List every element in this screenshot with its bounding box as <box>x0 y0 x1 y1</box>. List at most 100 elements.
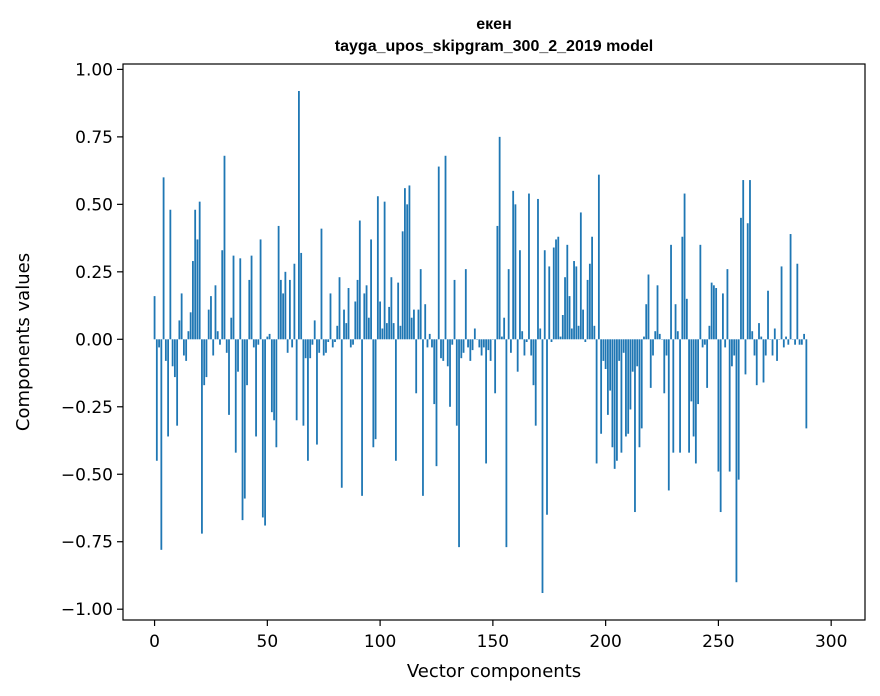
bar <box>500 336 503 340</box>
bar <box>442 339 445 361</box>
bar <box>207 309 210 340</box>
bar <box>717 339 720 472</box>
bar <box>685 298 688 340</box>
bar <box>539 328 542 340</box>
bar <box>647 274 650 340</box>
bar <box>428 333 431 340</box>
bar <box>153 296 156 340</box>
bar <box>602 339 605 361</box>
bar <box>214 285 217 340</box>
bar <box>471 339 474 351</box>
bar <box>523 339 526 356</box>
bar <box>241 339 244 521</box>
bar <box>706 339 709 388</box>
bar <box>566 244 569 340</box>
bar <box>645 304 648 340</box>
bar <box>340 339 343 488</box>
bar <box>167 339 169 437</box>
bar <box>552 247 555 340</box>
bar <box>537 198 539 340</box>
bar <box>464 269 467 340</box>
bar <box>803 333 805 340</box>
bar <box>325 339 327 353</box>
y-tick-label: −0.25 <box>61 398 113 418</box>
bar <box>776 339 778 361</box>
bar <box>243 339 246 499</box>
bar <box>361 339 363 496</box>
bar <box>586 279 589 340</box>
bar <box>288 279 291 340</box>
y-axis-ticks: 1.00 0.75 0.50 0.25 0.00 −0.25 −0.50 −0.75 −1.00 <box>61 60 123 620</box>
bar <box>568 296 571 340</box>
bar <box>257 339 260 345</box>
bar <box>426 339 429 348</box>
bar <box>201 339 203 534</box>
bar <box>279 279 282 340</box>
bar <box>413 309 415 340</box>
bar <box>298 90 300 340</box>
bar <box>295 339 298 421</box>
bar <box>733 339 736 356</box>
bar <box>401 231 404 340</box>
bar <box>634 339 636 513</box>
bar <box>275 339 278 448</box>
bar <box>379 301 381 340</box>
bar <box>259 239 262 340</box>
bar <box>162 177 165 340</box>
bar <box>189 312 192 340</box>
bar <box>665 339 668 356</box>
bar <box>223 155 226 340</box>
plot-frame <box>122 63 866 621</box>
bar <box>643 336 645 340</box>
bar <box>216 331 219 340</box>
bar <box>593 325 596 340</box>
bar <box>219 339 221 345</box>
bar <box>203 339 206 386</box>
bar <box>331 339 334 348</box>
bar <box>176 339 179 426</box>
y-tick-label: −0.50 <box>61 465 113 485</box>
bar <box>390 277 393 340</box>
bar <box>489 339 492 361</box>
bar <box>264 339 266 526</box>
bar <box>731 339 733 367</box>
x-tick-label: 0 <box>149 632 160 652</box>
bar <box>338 277 341 340</box>
bar <box>385 323 388 340</box>
bar <box>239 258 242 340</box>
bar <box>277 225 280 340</box>
bar <box>627 339 630 434</box>
bar <box>196 239 199 340</box>
bar <box>699 244 702 340</box>
bar <box>169 209 172 340</box>
bar <box>740 217 742 340</box>
bar <box>557 236 560 340</box>
bar <box>268 333 271 340</box>
bar <box>521 331 524 340</box>
bar <box>652 339 654 356</box>
bar <box>155 339 158 461</box>
bar <box>388 306 391 340</box>
bar <box>764 339 767 356</box>
bar <box>722 293 724 340</box>
bar <box>198 201 201 340</box>
bar <box>171 339 174 367</box>
bar <box>692 339 695 437</box>
bar <box>758 323 760 340</box>
bar <box>356 279 359 340</box>
bar <box>164 339 167 361</box>
bar <box>270 339 273 413</box>
bar <box>676 331 679 340</box>
bar <box>735 339 738 583</box>
bar <box>399 325 402 340</box>
bar <box>363 293 366 340</box>
bar <box>514 204 517 340</box>
bar <box>392 323 395 340</box>
bar <box>381 328 384 340</box>
bar <box>173 339 176 378</box>
bar <box>250 255 253 340</box>
bar <box>579 212 582 340</box>
bar <box>345 323 348 340</box>
bar <box>293 263 296 340</box>
bar <box>311 339 314 345</box>
